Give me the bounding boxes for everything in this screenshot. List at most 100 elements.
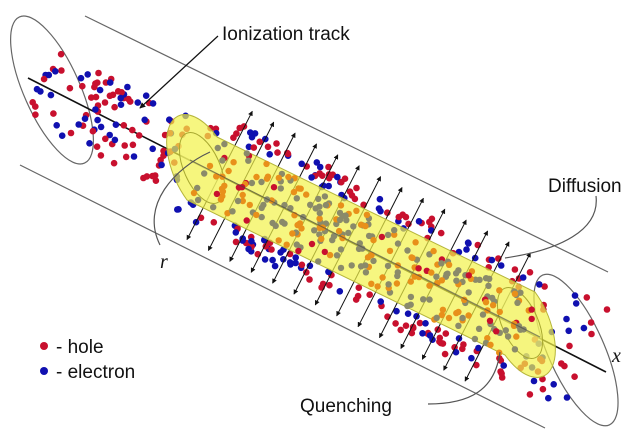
electron-dot [251, 130, 259, 137]
electron-dot [77, 74, 85, 82]
core-particle [253, 173, 260, 181]
core-particle [234, 197, 242, 205]
core-particle [224, 210, 231, 217]
electron-dot [572, 300, 580, 307]
hole-dot [541, 283, 548, 290]
core-particle [312, 205, 319, 212]
core-particle [298, 225, 305, 232]
hole-dot [566, 342, 573, 350]
hole-dot [436, 334, 444, 342]
electron-dot [142, 92, 150, 99]
hole-dot [110, 159, 118, 167]
electron-dot [404, 310, 412, 318]
electron-dot [563, 315, 570, 323]
core-particle [493, 328, 500, 335]
core-particle [253, 211, 260, 219]
hole-dot [230, 134, 237, 141]
core-particle [248, 179, 256, 187]
electron-dot [117, 101, 125, 108]
quenching-label: Quenching [300, 396, 392, 417]
core-particle [210, 204, 217, 211]
core-particle [219, 157, 226, 164]
core-particle [201, 170, 208, 177]
outer-cylinder-left-end [10, 15, 94, 165]
hole-dot [338, 178, 345, 186]
legend-hole-label: - hole [56, 337, 104, 358]
core-particle [296, 220, 304, 227]
core-particle [433, 273, 440, 280]
electron-dot [336, 288, 344, 295]
core-particle [489, 302, 497, 309]
core-particle [350, 223, 357, 230]
hole-dot [392, 320, 399, 327]
core-particle [363, 211, 371, 218]
electron-dot [550, 381, 557, 388]
diffusion-leader [504, 195, 597, 259]
core-particle [285, 173, 292, 181]
electron-dot [52, 68, 59, 75]
core-particle [258, 178, 265, 186]
core-particle [430, 247, 437, 255]
hole-dot [140, 174, 147, 182]
hole-dot [102, 135, 109, 143]
electron-dot [313, 159, 321, 166]
electron-dot [426, 332, 434, 339]
hole-dot [210, 219, 218, 226]
core-particle [386, 247, 394, 255]
core-particle [415, 265, 422, 272]
core-particle [496, 349, 503, 356]
hole-dot [306, 276, 313, 283]
electron-dot [149, 100, 157, 107]
electron-dot [106, 131, 113, 139]
hole-dot [402, 213, 410, 221]
track-axis-overlay [189, 159, 541, 338]
hole-dot [353, 184, 360, 192]
core-particle [393, 280, 401, 287]
hole-dot [40, 75, 48, 83]
electron-dot [141, 116, 148, 124]
core-particle [412, 239, 419, 246]
core-particle [315, 258, 322, 265]
electron-dot [571, 292, 579, 299]
core-particle [455, 322, 462, 329]
core-particle [433, 314, 440, 321]
electron-dot [422, 320, 429, 327]
core-particle [246, 201, 253, 209]
electron-dot [308, 174, 315, 181]
hole-dot [268, 246, 275, 253]
electron-dot [175, 206, 182, 213]
electron-dot [497, 262, 505, 269]
electron-dot [530, 377, 538, 385]
core-particle [326, 251, 334, 259]
core-particle [348, 262, 355, 269]
hole-dot [152, 177, 160, 184]
core-particle [362, 222, 369, 230]
radius-label: r [160, 251, 168, 273]
hole-dot [319, 280, 327, 288]
electron-dot [111, 136, 119, 144]
hole-dot [439, 340, 447, 347]
outer-cylinder-top-edge [84, 15, 609, 273]
hole-dot [57, 50, 65, 58]
core-particle [194, 184, 201, 192]
core-particle [511, 290, 519, 297]
hole-dot [97, 152, 105, 159]
electron-dot [112, 121, 120, 128]
hole-dot [135, 132, 143, 139]
core-particle [439, 306, 447, 313]
core-particle [353, 207, 360, 214]
core-particle [487, 341, 494, 348]
core-particle [384, 231, 392, 239]
core-particle [384, 262, 392, 270]
electron-dot [419, 330, 426, 337]
core-particle [426, 282, 433, 289]
hole-dot [121, 142, 128, 149]
core-particle [453, 309, 460, 317]
core-particle [243, 150, 250, 157]
core-particle [459, 314, 466, 322]
core-particle [528, 315, 535, 323]
hole-dot [120, 122, 128, 129]
quenched-core-left-end [178, 132, 226, 204]
core-particle [465, 289, 472, 296]
hole-dot [402, 322, 410, 330]
